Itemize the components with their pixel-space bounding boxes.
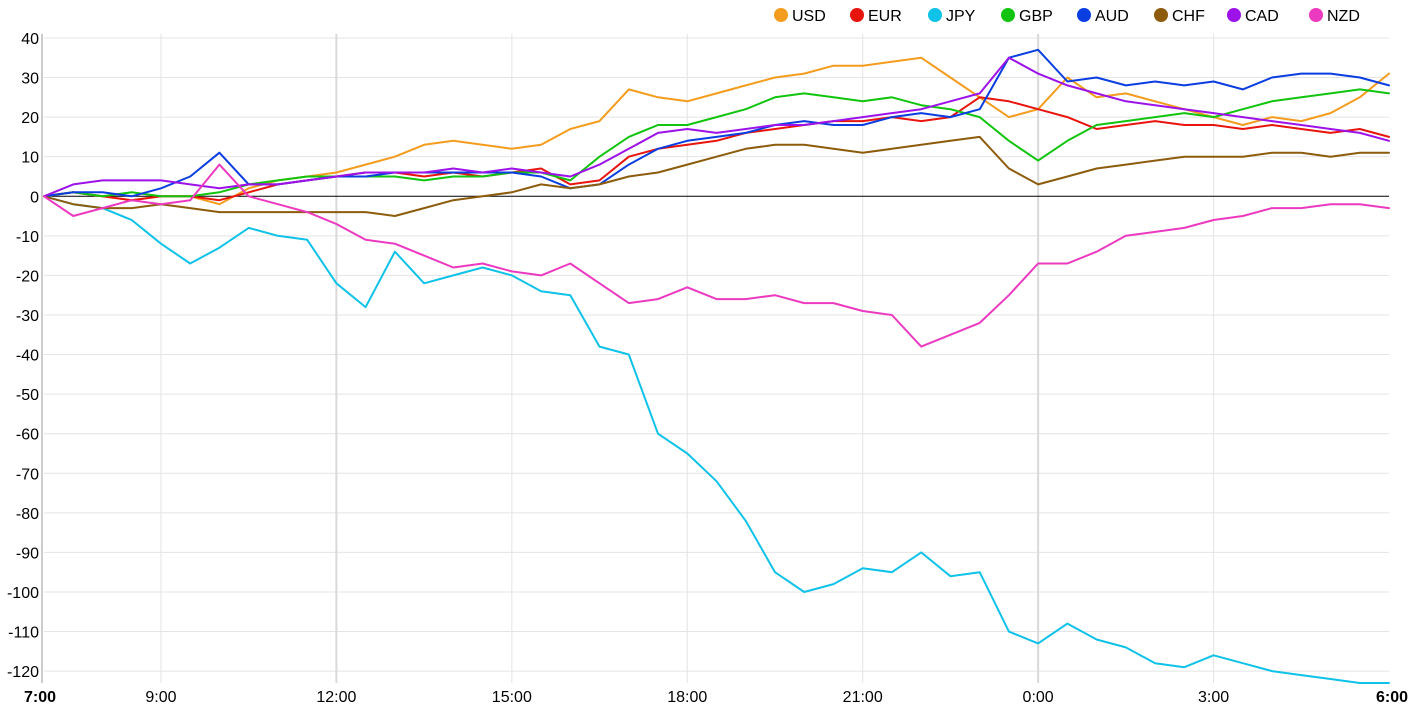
legend-swatch [774, 8, 788, 22]
legend-item-cad[interactable]: CAD [1227, 8, 1279, 25]
legend-item-nzd[interactable]: NZD [1309, 8, 1360, 25]
y-tick-label: 10 [21, 150, 39, 167]
series-line-aud [43, 48, 1390, 198]
y-tick-label: -120 [7, 664, 39, 681]
legend-swatch [928, 8, 942, 22]
series-line-usd [43, 56, 1390, 206]
legend-item-aud[interactable]: AUD [1077, 8, 1129, 25]
x-axis: 7:00 9:00 12:00 15:00 18:00 21:00 0:00 3:00 6:00 [24, 689, 1408, 706]
y-tick-label: 0 [30, 189, 39, 206]
legend-label: EUR [868, 8, 902, 25]
y-tick-label: -80 [16, 506, 39, 523]
legend-label: CAD [1245, 8, 1279, 25]
legend-label: AUD [1095, 8, 1129, 25]
legend-label: NZD [1327, 8, 1360, 25]
grid [44, 34, 1389, 683]
x-tick-label: 15:00 [492, 689, 532, 706]
y-tick-label: -70 [16, 466, 39, 483]
y-tick-label: -60 [16, 427, 39, 444]
y-tick-label: -100 [7, 585, 39, 602]
y-tick-label: -20 [16, 268, 39, 285]
legend[interactable]: USD EUR JPY GBP AUD CHF CAD NZD [774, 8, 1360, 25]
legend-swatch [1309, 8, 1323, 22]
x-tick-label: 7:00 [24, 689, 56, 706]
legend-label: CHF [1172, 8, 1205, 25]
legend-swatch [1077, 8, 1091, 22]
series-line-cad [43, 56, 1390, 198]
y-tick-label: 40 [21, 31, 39, 48]
legend-label: JPY [946, 8, 976, 25]
legend-item-jpy[interactable]: JPY [928, 8, 976, 25]
legend-swatch [850, 8, 864, 22]
legend-item-gbp[interactable]: GBP [1001, 8, 1053, 25]
y-tick-label: -10 [16, 229, 39, 246]
y-tick-label: 20 [21, 110, 39, 127]
legend-swatch [1001, 8, 1015, 22]
legend-swatch [1154, 8, 1168, 22]
legend-label: GBP [1019, 8, 1053, 25]
x-tick-label: 3:00 [1198, 689, 1229, 706]
legend-swatch [1227, 8, 1241, 22]
x-tick-label: 18:00 [667, 689, 707, 706]
series-line-jpy [43, 195, 1390, 684]
x-tick-label: 9:00 [145, 689, 176, 706]
x-tick-label: 0:00 [1023, 689, 1054, 706]
legend-item-usd[interactable]: USD [774, 8, 826, 25]
series-line-nzd [43, 163, 1390, 348]
series-line-gbp [43, 88, 1390, 198]
x-tick-label: 12:00 [316, 689, 356, 706]
y-tick-label: -30 [16, 308, 39, 325]
series-lines [43, 48, 1390, 684]
legend-label: USD [792, 8, 826, 25]
y-tick-label: -90 [16, 545, 39, 562]
y-tick-label: -50 [16, 387, 39, 404]
legend-item-chf[interactable]: CHF [1154, 8, 1205, 25]
series-line-eur [43, 96, 1390, 202]
x-tick-label: 6:00 [1376, 689, 1408, 706]
legend-item-eur[interactable]: EUR [850, 8, 902, 25]
y-tick-label: 30 [21, 71, 39, 88]
y-tick-label: -40 [16, 348, 39, 365]
y-axis: 40 30 20 10 0 -10 -20 -30 -40 -50 -60 -70 -80 -90 -100… [7, 31, 43, 683]
y-tick-label: -110 [8, 625, 39, 642]
x-tick-label: 21:00 [843, 689, 883, 706]
series-line-chf [43, 135, 1390, 217]
